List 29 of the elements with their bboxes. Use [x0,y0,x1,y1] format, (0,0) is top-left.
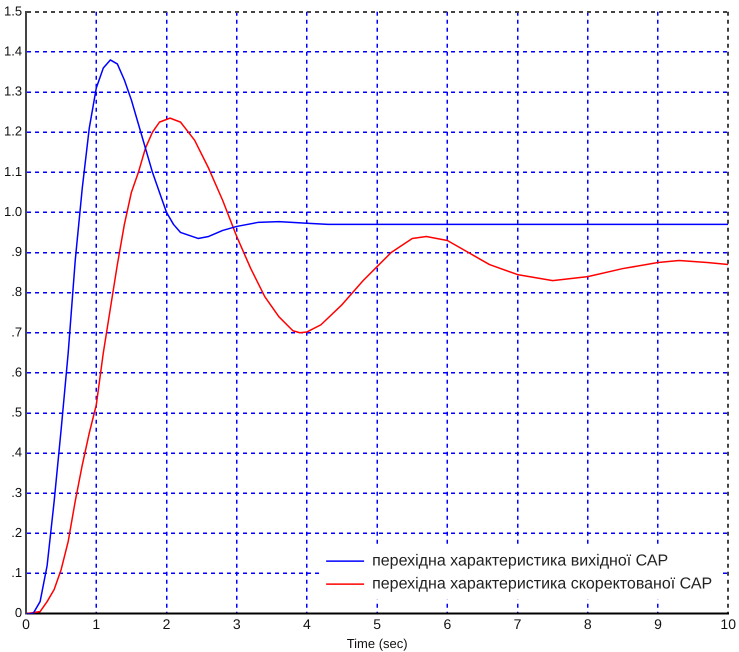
x-tick-label: 9 [654,616,662,632]
legend-label: перехідна характеристика вихідної САР [372,552,668,570]
x-tick-label: 2 [162,616,171,632]
x-tick-label: 4 [303,616,312,632]
y-tick-label: .8 [11,284,22,300]
legend-label: перехідна характеристика скоректованої САР [372,576,712,593]
y-tick-label: 0 [14,605,22,620]
x-axis-title: Time (sec) [346,636,408,651]
y-tick-label: 1.3 [4,84,22,99]
y-tick-label: .7 [11,324,22,340]
y-tick-label: 1.0 [4,204,22,219]
y-tick-label: 1.4 [4,44,22,58]
x-tick-label: 10 [720,616,736,632]
y-tick-label: .9 [11,244,22,260]
x-tick-label: 3 [232,616,241,632]
y-tick-label: .3 [11,484,22,500]
x-tick-label: 7 [514,616,522,632]
y-tick-label: .5 [11,404,22,420]
y-tick-label: 1.1 [4,164,22,179]
y-tick-label: .6 [11,364,22,380]
x-tick-label: 8 [584,616,592,632]
y-tick-label: .2 [11,524,22,540]
y-tick-label: .4 [11,444,22,460]
y-tick-label: .1 [11,565,22,580]
y-tick-label: 1.2 [4,124,22,139]
x-tick-label: 6 [443,616,452,632]
x-tick-label: 5 [373,616,382,632]
x-tick-label: 1 [92,616,100,632]
y-tick-label: 1.5 [4,3,22,18]
